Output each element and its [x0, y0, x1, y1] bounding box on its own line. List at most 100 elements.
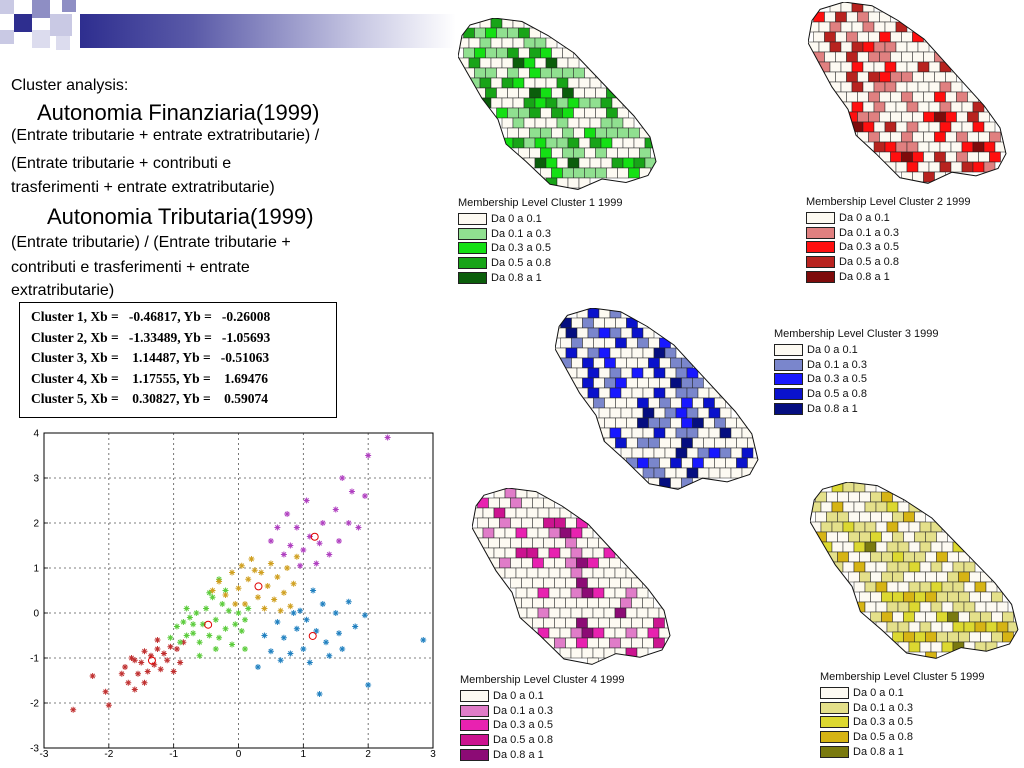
data-point	[293, 524, 300, 531]
municipality-cell	[912, 71, 924, 83]
municipality-cell	[857, 71, 869, 83]
formula-finanziaria-line-1: (Entrate tributarie + entrate extratribu…	[11, 127, 320, 144]
data-point	[157, 666, 164, 673]
scatter-series-4	[267, 434, 391, 569]
municipality-cell	[565, 537, 577, 549]
municipality-cell	[912, 151, 924, 163]
legend-swatch	[460, 690, 489, 703]
data-point	[222, 625, 229, 632]
municipality-cell	[908, 601, 921, 613]
municipality-cell	[714, 437, 726, 449]
municipality-cell	[598, 537, 610, 549]
municipality-cell	[813, 31, 825, 43]
municipality-cell	[529, 47, 541, 59]
municipality-cell	[980, 631, 992, 643]
municipality-cell	[703, 417, 715, 429]
legend-entry: Da 0 a 0.1	[774, 343, 938, 358]
data-point	[193, 610, 200, 616]
municipality-cell	[565, 517, 577, 529]
municipality-cell	[573, 67, 585, 79]
municipality-cell	[846, 71, 858, 83]
municipality-cell	[611, 137, 624, 149]
data-point	[310, 587, 317, 594]
data-point	[219, 601, 226, 607]
municipality-cell	[512, 18, 525, 29]
municipality-cell	[890, 91, 902, 103]
municipality-cell	[653, 617, 665, 629]
municipality-cell	[567, 177, 580, 189]
municipality-cell	[526, 527, 539, 539]
municipality-cell	[741, 447, 754, 459]
municipality-cell	[587, 557, 599, 569]
municipality-cell	[908, 561, 921, 573]
municipality-cell	[615, 357, 627, 369]
municipality-cell	[625, 627, 638, 639]
data-point	[177, 659, 184, 666]
municipality-cell	[620, 327, 633, 339]
x-tick-label: -2	[104, 749, 113, 757]
municipality-cell	[609, 617, 621, 629]
municipality-cell	[881, 511, 893, 523]
municipality-cell	[664, 447, 677, 459]
municipality-cell	[537, 547, 550, 559]
municipality-cell	[626, 377, 638, 389]
legend-swatch	[774, 388, 803, 401]
municipality-cell	[633, 157, 646, 169]
municipality-cell	[609, 597, 621, 609]
municipality-cell	[620, 427, 633, 439]
municipality-cell	[890, 111, 902, 123]
data-point	[138, 659, 145, 666]
municipality-cell	[873, 21, 886, 33]
municipality-cell	[581, 567, 594, 579]
municipality-cell	[565, 367, 578, 379]
municipality-cell	[603, 587, 616, 599]
municipality-cell	[543, 497, 555, 509]
municipality-cell	[595, 107, 607, 119]
municipality-cell	[886, 621, 899, 633]
formula-tributaria-line-2: contributi e trasferimenti + entrate	[11, 259, 250, 276]
municipality-cell	[606, 147, 618, 159]
municipality-cell	[615, 337, 627, 349]
municipality-cell	[950, 101, 963, 113]
municipality-cell	[592, 647, 605, 659]
legend-title: Membership Level Cluster 3 1999	[774, 328, 939, 340]
data-point	[287, 650, 294, 657]
data-point	[241, 616, 248, 623]
municipality-cell	[622, 157, 635, 169]
municipality-cell	[615, 437, 627, 449]
legend-label: Da 0.8 a 1	[491, 271, 542, 284]
municipality-cell	[906, 121, 919, 133]
formula-tributaria-line-1: (Entrate tributarie) / (Entrate tributar…	[11, 234, 291, 251]
municipality-cell	[642, 617, 654, 629]
municipality-cell	[501, 137, 514, 149]
municipality-cell	[941, 541, 954, 553]
legend-swatch	[458, 227, 487, 240]
centroid-marker	[204, 620, 213, 629]
municipality-cell	[664, 427, 677, 439]
municipality-cell	[581, 627, 594, 639]
municipality-cell	[551, 167, 563, 179]
data-point	[261, 605, 268, 612]
legend-entry: Da 0.3 a 0.5	[460, 718, 624, 733]
municipality-cell	[490, 77, 503, 89]
data-point	[232, 601, 239, 607]
municipality-cell	[868, 131, 880, 143]
municipality-cell	[703, 457, 715, 469]
municipality-cell	[928, 101, 941, 113]
municipality-cell	[851, 61, 864, 73]
data-point	[339, 646, 346, 652]
centroid-marker	[147, 656, 156, 665]
municipality-cell	[545, 77, 558, 89]
municipality-cell	[576, 367, 589, 379]
municipality-cell	[521, 517, 533, 529]
municipality-cell	[945, 111, 957, 123]
municipality-cell	[659, 397, 671, 409]
centroid-marker	[254, 582, 263, 591]
municipality-cell	[609, 427, 622, 439]
legend-swatch	[458, 257, 487, 270]
municipality-cell	[875, 541, 888, 553]
municipality-cell	[708, 407, 721, 419]
municipality-cell	[952, 581, 965, 593]
municipality-cell	[543, 557, 555, 569]
municipality-cell	[859, 591, 871, 603]
